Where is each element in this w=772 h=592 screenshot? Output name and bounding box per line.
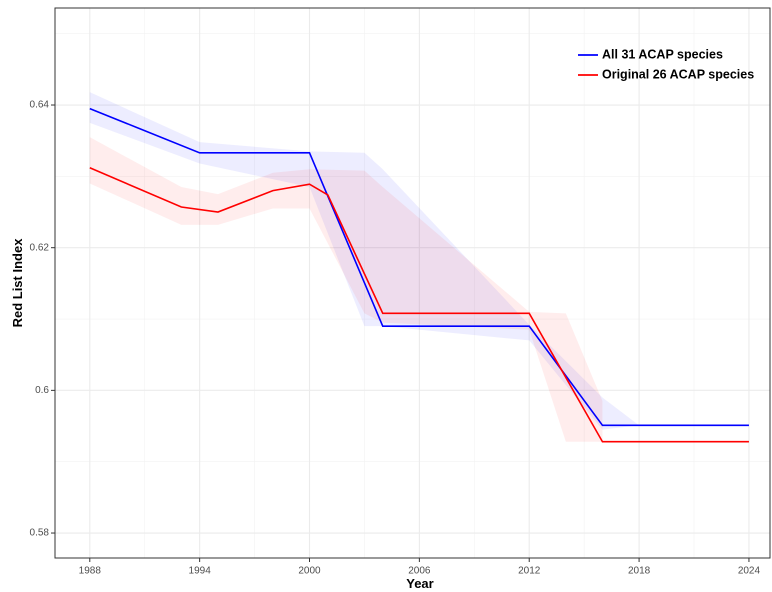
- confidence-band: [89, 92, 640, 430]
- x-tick-label: 2006: [408, 566, 431, 577]
- data-line: [89, 107, 749, 427]
- y-tick-label: 0.62: [30, 242, 50, 253]
- x-tick-label: 2000: [298, 566, 321, 577]
- x-tick-label: 2018: [628, 566, 651, 577]
- y-tick-label: 0.64: [30, 100, 50, 111]
- x-tick-label: 2024: [738, 566, 761, 577]
- x-axis-title: Year: [406, 576, 433, 591]
- confidence-band: [89, 137, 603, 442]
- plot-background: [55, 8, 770, 558]
- plot-border: [54, 7, 771, 559]
- x-tick-label: 1994: [189, 566, 212, 577]
- x-tick-label: 2012: [518, 566, 541, 577]
- data-line: [89, 167, 749, 443]
- y-tick-label: 0.58: [30, 528, 50, 539]
- y-tick-label: 0.6: [35, 385, 49, 396]
- legend-label: Original 26 ACAP species: [602, 67, 754, 81]
- y-axis-title: Red List Index: [10, 238, 25, 328]
- x-tick-label: 1988: [79, 566, 102, 577]
- legend-label: All 31 ACAP species: [602, 47, 723, 61]
